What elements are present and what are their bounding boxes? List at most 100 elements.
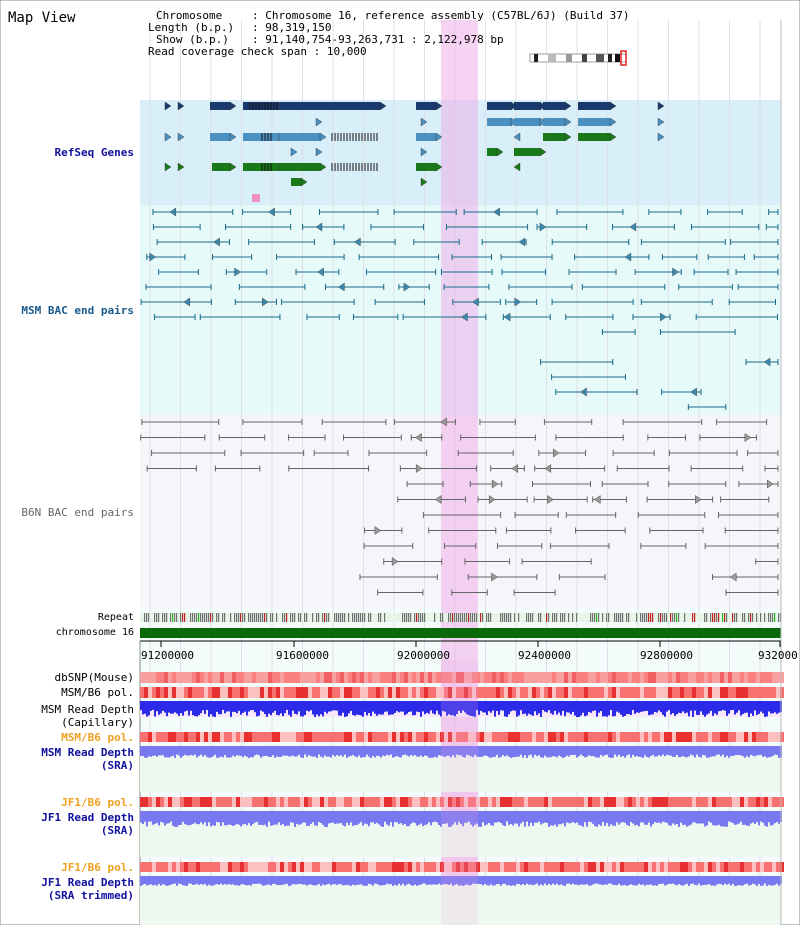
track-label-msm-b6-pol-sra[interactable]: MSM/B6 pol. <box>61 731 134 744</box>
msm-b6-pol-sra-cell <box>492 732 496 742</box>
msm-depth-sra-bar <box>400 746 402 758</box>
jf1-trim-bar <box>596 876 598 884</box>
msm-depth-cap-bar <box>580 701 582 716</box>
jf1-b6-pol-cell <box>144 797 148 807</box>
jf1-b6-pol-cell <box>448 797 452 807</box>
ideogram-band <box>548 54 556 62</box>
track-label-dbsnp[interactable]: dbSNP(Mouse) <box>54 671 134 684</box>
jf1-b6-pol-2-cell <box>600 862 604 872</box>
track-label-jf1-pol-2[interactable]: JF1/B6 pol. <box>61 861 134 874</box>
msm-depth-sra-bar <box>234 746 236 757</box>
msm-b6-pol-cell <box>500 687 504 698</box>
repeat-mark <box>180 613 182 622</box>
track-label-jf1-pol[interactable]: JF1/B6 pol. <box>61 796 134 809</box>
msm-b6-pol-sra-cell <box>260 732 264 742</box>
jf1-trim-bar <box>238 876 240 886</box>
track-label-msm-depth-sra[interactable]: MSM Read Depth (SRA) <box>0 746 134 772</box>
jf1-b6-pol-2-cell <box>160 862 164 872</box>
jf1-depth-bar <box>332 811 334 823</box>
repeat-mark <box>670 613 672 622</box>
jf1-b6-pol-2-cell <box>724 862 728 872</box>
repeat-mark <box>206 613 208 622</box>
jf1-trim-bar <box>218 876 220 885</box>
msm-depth-sra-bar <box>602 746 604 757</box>
jf1-b6-pol-2-cell <box>284 862 288 872</box>
dbsnp-cell <box>428 672 432 683</box>
gene-arrow <box>609 132 617 142</box>
track-label-repeat[interactable]: Repeat <box>97 612 134 623</box>
msm-b6-pol-sra-cell <box>456 732 460 742</box>
dbsnp-cell <box>536 672 540 683</box>
gene-block <box>291 178 301 186</box>
msm-depth-cap-bar <box>602 701 604 717</box>
repeat-mark <box>292 613 294 622</box>
msm-depth-cap-bar <box>410 701 412 712</box>
track-label-msm-depth-cap[interactable]: MSM Read Depth (Capillary) <box>0 703 134 729</box>
jf1-trim-bar <box>180 876 182 885</box>
msm-depth-sra-bar <box>636 746 638 757</box>
msm-b6-pol-sra-cell <box>488 732 492 742</box>
gene-arrow <box>564 117 572 127</box>
msm-b6-pol-cell <box>620 687 624 698</box>
jf1-trim-bar <box>644 876 646 886</box>
jf1-b6-pol-cell <box>388 797 392 807</box>
jf1-trim-bar <box>194 876 196 885</box>
repeat-mark <box>768 613 770 622</box>
jf1-depth-bar <box>680 811 682 823</box>
msm-depth-sra-bar <box>430 746 432 758</box>
msm-depth-cap-bar <box>500 701 502 711</box>
msm-b6-pol-cell <box>424 687 428 698</box>
jf1-b6-pol-cell <box>164 797 168 807</box>
dbsnp-cell <box>392 672 396 683</box>
jf1-trim-bar <box>388 876 390 885</box>
jf1-trim-line1: JF1 Read Depth <box>41 876 134 889</box>
jf1-depth-bar <box>684 811 686 825</box>
jf1-depth-bar <box>722 811 724 827</box>
dbsnp-cell <box>272 672 276 683</box>
jf1-trim-bar <box>566 876 568 884</box>
repeat-mark <box>336 613 338 622</box>
dbsnp-cell <box>276 672 280 683</box>
msm-depth-cap-bar <box>288 701 290 715</box>
msm-depth-cap-bar <box>490 701 492 713</box>
jf1-b6-pol-cell <box>620 797 624 807</box>
jf1-b6-pol-2-cell <box>200 862 204 872</box>
msm-depth-cap-bar <box>610 701 612 710</box>
msm-b6-pol-cell <box>328 687 332 698</box>
bac-end-arrow <box>624 252 632 262</box>
msm-depth-cap-bar <box>222 701 224 710</box>
jf1-trim-bar <box>732 876 734 884</box>
track-label-msm-bac[interactable]: MSM BAC end pairs <box>21 304 134 317</box>
msm-depth-cap-bar <box>420 701 422 717</box>
jf1-depth-bar <box>408 811 410 827</box>
track-label-jf1-trim[interactable]: JF1 Read Depth (SRA trimmed) <box>0 876 134 902</box>
msm-depth-cap-bar <box>508 701 510 715</box>
msm-depth-sra-bar <box>546 746 548 758</box>
gene-arrow <box>609 117 617 127</box>
jf1-b6-pol-2-cell <box>752 862 756 872</box>
jf1-depth-bar <box>140 811 142 823</box>
jf1-b6-pol-cell <box>704 797 708 807</box>
msm-depth-sra-bar <box>754 746 756 757</box>
track-label-b6n-bac[interactable]: B6N BAC end pairs <box>21 506 134 519</box>
jf1-b6-pol-cell <box>560 797 564 807</box>
jf1-depth-bar <box>752 811 754 823</box>
jf1-trim-bar <box>508 876 510 885</box>
track-label-msm-b6-pol[interactable]: MSM/B6 pol. <box>61 686 134 699</box>
msm-b6-pol-sra-cell <box>520 732 524 742</box>
gene-arrow <box>229 162 237 172</box>
jf1-b6-pol-2-cell <box>328 862 332 872</box>
jf1-b6-pol-cell <box>624 797 628 807</box>
dbsnp-cell <box>708 672 712 683</box>
jf1-depth-bar <box>754 811 756 824</box>
jf1-depth-bar <box>366 811 368 825</box>
msm-depth-sra-bar <box>492 746 494 757</box>
jf1-trim-bar <box>306 876 308 886</box>
track-label-jf1-depth[interactable]: JF1 Read Depth (SRA) <box>0 811 134 837</box>
msm-depth-sra-bar <box>490 746 492 758</box>
msm-b6-pol-cell <box>376 687 380 698</box>
repeat-mark <box>732 613 734 622</box>
jf1-depth-bar <box>502 811 504 826</box>
track-label-refseq[interactable]: RefSeq Genes <box>54 146 134 159</box>
msm-depth-sra-bar <box>410 746 412 756</box>
